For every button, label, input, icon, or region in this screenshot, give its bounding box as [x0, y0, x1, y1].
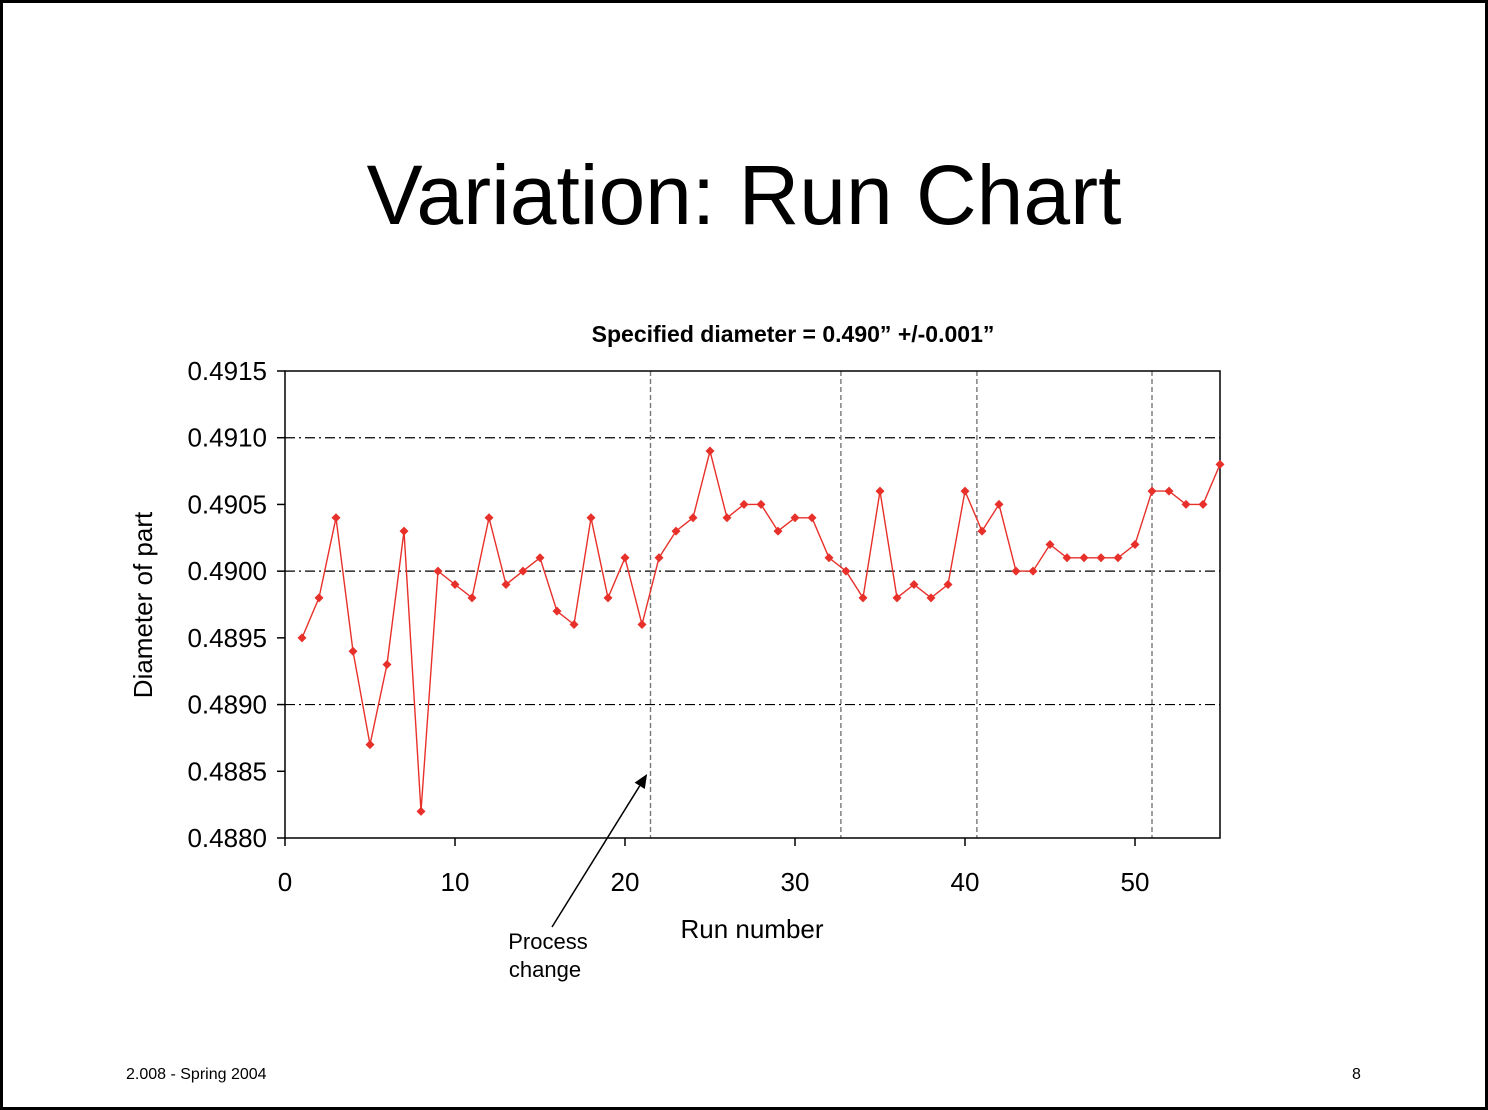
data-point: [960, 486, 970, 496]
data-point: [773, 526, 783, 536]
reference-lines: [285, 437, 1220, 706]
annotation-text-line-2: change: [509, 957, 581, 982]
x-tick-label: 0: [278, 867, 292, 897]
x-tick-label: 50: [1121, 867, 1150, 897]
y-tick-label: 0.4900: [187, 556, 267, 586]
data-point: [824, 553, 834, 563]
data-point: [654, 553, 664, 563]
x-tick-label: 40: [951, 867, 980, 897]
data-point: [1011, 566, 1021, 576]
data-point: [586, 513, 596, 523]
data-point: [977, 526, 987, 536]
data-point: [1079, 553, 1089, 563]
data-point: [943, 579, 953, 589]
data-point: [518, 566, 528, 576]
data-point: [858, 593, 868, 603]
data-point: [1113, 553, 1123, 563]
data-point: [790, 513, 800, 523]
vertical-dividers: [649, 371, 1153, 838]
data-point: [382, 660, 392, 670]
x-tick-label: 20: [611, 867, 640, 897]
data-point: [450, 579, 460, 589]
y-tick-label: 0.4910: [187, 423, 267, 453]
data-point: [399, 526, 409, 536]
x-axis-label: Run number: [680, 914, 823, 944]
data-point: [535, 553, 545, 563]
data-point: [671, 526, 681, 536]
data-point: [433, 566, 443, 576]
x-tick-label: 30: [781, 867, 810, 897]
data-point: [620, 553, 630, 563]
data-point: [484, 513, 494, 523]
annotation-arrow: [551, 785, 641, 928]
y-tick-label: 0.4895: [187, 623, 267, 653]
data-point: [1062, 553, 1072, 563]
data-point: [705, 446, 715, 456]
data-point: [314, 593, 324, 603]
page-number: 8: [1352, 1066, 1361, 1083]
data-point: [722, 513, 732, 523]
data-point: [739, 499, 749, 509]
annotation-text-line-1: Process: [508, 929, 587, 954]
data-point: [892, 593, 902, 603]
data-point: [1215, 459, 1225, 469]
data-point: [1045, 539, 1055, 549]
footer-course: 2.008 - Spring 2004: [126, 1066, 267, 1083]
y-axis-label: Diameter of part: [128, 511, 158, 698]
slide: [3, 3, 1485, 1107]
y-tick-label: 0.4880: [187, 823, 267, 853]
data-point: [501, 579, 511, 589]
data-point: [909, 579, 919, 589]
process-change-annotation: Process change: [508, 773, 648, 982]
axis-ticks: 0.4880 0.4885 0.4890 0.4895 0.4900 0.4905 0.49…: [187, 356, 1149, 897]
data-point: [1028, 566, 1038, 576]
data-point: [994, 499, 1004, 509]
data-point: [416, 806, 426, 816]
data-point: [1198, 499, 1208, 509]
data-point: [348, 646, 358, 656]
data-point: [1096, 553, 1106, 563]
data-point: [926, 593, 936, 603]
y-tick-label: 0.4915: [187, 356, 267, 386]
y-tick-label: 0.4885: [187, 756, 267, 786]
data-point: [365, 740, 375, 750]
data-point: [756, 499, 766, 509]
data-point: [552, 606, 562, 616]
data-point: [467, 593, 477, 603]
data-point: [1130, 539, 1140, 549]
data-point: [603, 593, 613, 603]
chart-title: Specified diameter = 0.490” +/-0.001”: [592, 321, 995, 347]
y-tick-label: 0.4905: [187, 489, 267, 519]
data-point: [875, 486, 885, 496]
data-point: [637, 620, 647, 630]
slide-title: Variation: Run Chart: [366, 148, 1122, 242]
data-point: [807, 513, 817, 523]
series-diameter: [297, 446, 1225, 816]
annotation-arrow-head: [634, 773, 648, 790]
y-tick-label: 0.4890: [187, 690, 267, 720]
x-tick-label: 10: [441, 867, 470, 897]
data-point: [297, 633, 307, 643]
data-point: [1164, 486, 1174, 496]
plot-frame: [284, 370, 1221, 839]
data-point: [331, 513, 341, 523]
data-point: [1147, 486, 1157, 496]
data-point: [841, 566, 851, 576]
data-point: [569, 620, 579, 630]
data-point: [688, 513, 698, 523]
data-point: [1181, 499, 1191, 509]
